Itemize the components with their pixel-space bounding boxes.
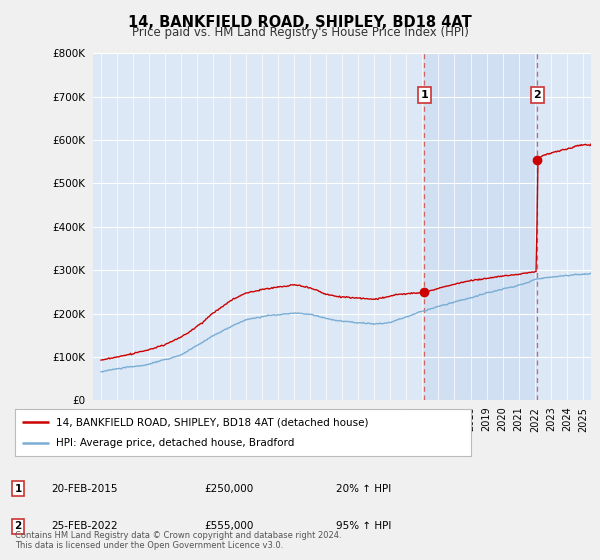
Text: 95% ↑ HPI: 95% ↑ HPI [336, 521, 391, 531]
Text: £555,000: £555,000 [204, 521, 253, 531]
Text: 14, BANKFIELD ROAD, SHIPLEY, BD18 4AT (detached house): 14, BANKFIELD ROAD, SHIPLEY, BD18 4AT (d… [56, 417, 368, 427]
Text: 20% ↑ HPI: 20% ↑ HPI [336, 484, 391, 494]
Bar [424, 53, 537, 400]
Text: HPI: Average price, detached house, Bradford: HPI: Average price, detached house, Brad… [56, 438, 295, 448]
Text: 20-FEB-2015: 20-FEB-2015 [51, 484, 118, 494]
Text: 1: 1 [14, 484, 22, 494]
Text: 2: 2 [14, 521, 22, 531]
Text: 14, BANKFIELD ROAD, SHIPLEY, BD18 4AT: 14, BANKFIELD ROAD, SHIPLEY, BD18 4AT [128, 15, 472, 30]
Text: 2: 2 [533, 90, 541, 100]
Text: £250,000: £250,000 [204, 484, 253, 494]
Text: 1: 1 [421, 90, 428, 100]
Text: Price paid vs. HM Land Registry's House Price Index (HPI): Price paid vs. HM Land Registry's House … [131, 26, 469, 39]
Text: 25-FEB-2022: 25-FEB-2022 [51, 521, 118, 531]
Text: Contains HM Land Registry data © Crown copyright and database right 2024.
This d: Contains HM Land Registry data © Crown c… [15, 530, 341, 550]
